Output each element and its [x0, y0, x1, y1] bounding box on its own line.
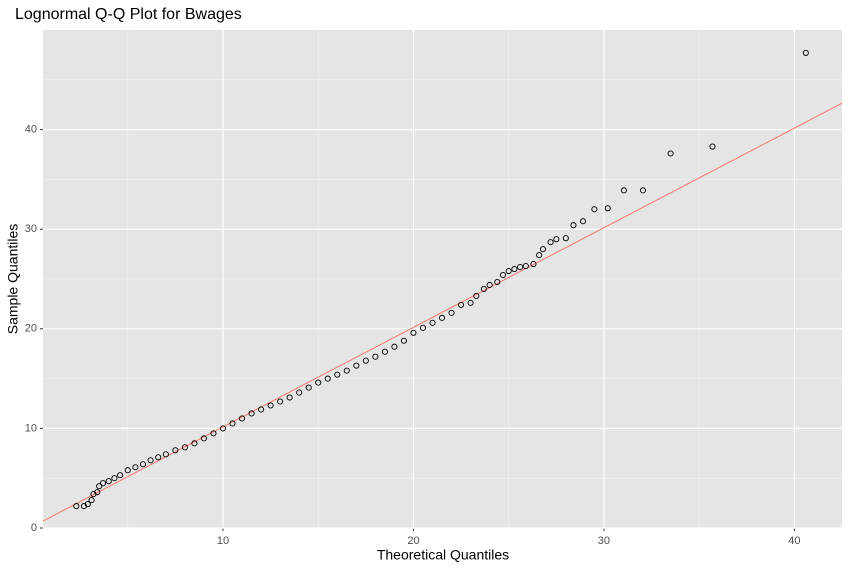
point	[286, 394, 293, 401]
point	[562, 235, 569, 242]
point	[229, 420, 236, 427]
point	[570, 222, 577, 229]
x-axis-label: Theoretical Quantiles	[377, 547, 509, 563]
y-tick-label: 30	[25, 223, 37, 235]
point	[467, 299, 474, 306]
point	[480, 285, 487, 293]
point	[536, 252, 543, 259]
point	[219, 425, 227, 432]
point	[147, 457, 154, 464]
point	[277, 398, 284, 405]
point	[111, 475, 118, 482]
point	[73, 503, 80, 510]
point	[709, 143, 716, 150]
point	[486, 281, 493, 289]
point	[639, 187, 647, 194]
y-tick-label: 10	[25, 422, 37, 434]
point	[553, 236, 560, 243]
point	[458, 301, 465, 308]
point	[802, 49, 809, 56]
y-axis-label: Sample Quantiles	[5, 224, 21, 335]
point	[324, 375, 331, 382]
point	[305, 384, 312, 391]
x-tick-label: 30	[598, 535, 610, 547]
point	[448, 309, 455, 316]
point	[139, 461, 147, 468]
point	[473, 292, 480, 299]
point	[181, 444, 188, 451]
point	[604, 205, 611, 212]
point	[105, 478, 112, 485]
point	[96, 483, 103, 490]
point	[334, 371, 341, 378]
point	[343, 367, 350, 374]
point	[362, 357, 369, 364]
point	[620, 187, 627, 194]
point	[539, 246, 547, 253]
x-tick-label: 20	[407, 535, 419, 547]
y-tick-label: 40	[25, 124, 37, 136]
point	[579, 218, 587, 225]
point	[172, 447, 179, 454]
point	[511, 265, 518, 273]
point	[296, 389, 303, 396]
point	[267, 402, 274, 409]
reference-line	[42, 102, 843, 522]
point	[162, 451, 169, 458]
point	[124, 467, 131, 474]
point	[410, 329, 417, 336]
point	[419, 324, 427, 331]
point	[353, 362, 360, 369]
point	[155, 454, 162, 461]
point	[315, 379, 322, 386]
point	[667, 150, 674, 157]
point	[191, 440, 198, 447]
point	[400, 337, 407, 344]
x-tick-label: 10	[217, 535, 229, 547]
point	[258, 406, 265, 413]
point	[522, 263, 529, 270]
point	[248, 410, 255, 417]
point	[391, 343, 398, 350]
point	[84, 501, 91, 508]
point	[132, 464, 139, 471]
point	[517, 263, 524, 271]
point	[117, 472, 124, 479]
point	[547, 239, 554, 246]
point	[505, 267, 512, 275]
point	[499, 271, 507, 279]
point	[494, 278, 501, 286]
point	[381, 348, 388, 355]
point	[88, 497, 95, 504]
point	[238, 415, 246, 422]
point	[99, 480, 107, 487]
point	[530, 261, 537, 268]
point	[429, 319, 436, 326]
point	[591, 206, 598, 213]
chart-title: Lognormal Q-Q Plot for Bwages	[15, 6, 242, 23]
y-tick-label: 20	[25, 323, 37, 335]
y-tick-label: 0	[31, 522, 37, 534]
point	[94, 489, 101, 496]
point	[438, 314, 446, 321]
point	[210, 430, 217, 437]
x-tick-label: 40	[788, 535, 800, 547]
point	[372, 353, 379, 360]
point	[200, 435, 207, 442]
